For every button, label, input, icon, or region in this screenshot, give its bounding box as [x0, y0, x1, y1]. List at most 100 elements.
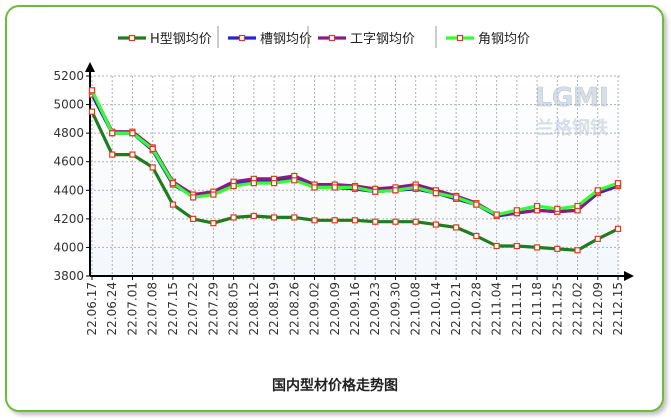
x-tick-label: 22.06.24: [105, 282, 119, 335]
grid: [90, 75, 620, 276]
data-point: [270, 180, 278, 187]
legend-label: 工字钢均价: [350, 32, 415, 47]
data-point: [331, 217, 338, 224]
data-point: [230, 214, 237, 221]
x-tick-label: 22.08.26: [287, 282, 301, 335]
data-point: [372, 188, 379, 195]
x-tick-label: 22.09.09: [328, 282, 342, 335]
data-point: [533, 202, 541, 210]
x-tick-label: 22.10.08: [409, 282, 423, 335]
data-point: [372, 218, 379, 225]
data-point: [250, 212, 257, 220]
data-point: [513, 207, 520, 214]
data-point: [392, 218, 399, 225]
data-point: [88, 108, 96, 115]
data-point: [594, 235, 601, 242]
x-tick-label: 22.08.19: [267, 282, 281, 335]
data-point: [270, 214, 278, 221]
data-point: [331, 184, 338, 191]
watermark-text: 兰格钢铁: [536, 117, 608, 139]
y-tick-label: 5200: [53, 69, 84, 83]
x-tick-label: 22.07.15: [166, 282, 180, 335]
x-tick-label: 22.11.04: [490, 282, 504, 335]
legend-swatch-marker: [238, 34, 246, 42]
data-point: [311, 217, 318, 224]
data-point: [392, 187, 399, 194]
series-1: [88, 108, 622, 254]
data-point: [554, 245, 561, 252]
data-point: [230, 182, 237, 190]
data-point: [250, 180, 257, 187]
data-point: [311, 184, 318, 191]
data-point: [493, 211, 500, 218]
x-tick-label: 22.10.21: [449, 282, 463, 335]
x-tick-label: 22.11.18: [530, 282, 544, 335]
chart-title: 国内型材价格走势图: [272, 377, 398, 394]
x-tick-label: 22.11.11: [510, 282, 524, 335]
data-point: [453, 194, 460, 201]
x-tick-label: 22.09.16: [348, 282, 362, 335]
data-point: [149, 145, 156, 152]
x-tick-label: 22.07.08: [146, 282, 160, 335]
y-tick-label: 4600: [53, 155, 84, 169]
x-tick-label: 22.12.02: [571, 282, 585, 335]
data-point: [493, 242, 500, 250]
y-tick-label: 4800: [53, 126, 84, 140]
y-tick-label: 4200: [53, 212, 84, 226]
x-tick-label: 22.09.02: [308, 282, 322, 335]
x-tick-label: 22.09.23: [368, 282, 382, 335]
data-point: [533, 244, 541, 251]
data-point: [109, 130, 116, 137]
x-tick-label: 22.10.28: [469, 282, 483, 335]
data-point: [614, 225, 622, 232]
legend-label: H型钢均价: [150, 32, 212, 47]
data-point: [129, 130, 136, 137]
watermark-logo: LGMI: [535, 83, 608, 113]
data-point: [351, 217, 359, 224]
x-tick-label: 22.07.01: [125, 282, 139, 335]
series-layer: [88, 87, 622, 254]
data-point: [291, 177, 298, 184]
x-ticks: 22.06.17 22.06.24 22.07.01 22.07.08 22.07.15…: [85, 276, 625, 335]
data-point: [351, 184, 359, 191]
data-point: [88, 87, 96, 94]
x-tick-label: 22.12.09: [591, 282, 605, 335]
data-point: [190, 215, 197, 222]
data-point: [594, 187, 601, 194]
x-tick-label: 22.10.14: [429, 282, 443, 335]
data-point: [554, 205, 561, 212]
data-point: [574, 247, 581, 254]
data-point: [169, 180, 177, 187]
data-point: [149, 164, 156, 171]
data-point: [190, 194, 197, 201]
data-point: [210, 220, 217, 227]
legend-swatch-marker: [456, 34, 464, 42]
data-point: [291, 214, 298, 221]
data-point: [453, 224, 460, 231]
legend-swatch-marker: [328, 34, 336, 42]
legend-label: 角钢均价: [478, 32, 530, 47]
data-point: [513, 242, 520, 250]
data-point: [574, 202, 581, 210]
data-point: [169, 201, 177, 208]
data-point: [412, 218, 419, 225]
y-tick-label: 5000: [53, 98, 84, 112]
watermark: LGMI 兰格钢铁: [535, 83, 609, 139]
legend-swatch-marker: [128, 34, 136, 42]
x-tick-label: 22.11.25: [550, 282, 564, 335]
data-point: [473, 232, 480, 240]
legend-label: 槽钢均价: [260, 32, 312, 47]
x-tick-label: 22.07.22: [186, 282, 200, 335]
legend: H型钢均价 槽钢均价 工字钢均价 角钢均价: [118, 26, 530, 48]
x-tick-label: 22.06.17: [85, 282, 99, 335]
y-tick-label: 3800: [53, 269, 84, 283]
x-tick-label: 22.08.05: [227, 282, 241, 335]
y-tick-label: 4400: [53, 183, 84, 197]
data-point: [109, 151, 116, 158]
data-point: [432, 190, 440, 197]
data-point: [432, 221, 440, 228]
data-point: [614, 180, 622, 187]
data-point: [129, 151, 136, 158]
x-tick-label: 22.09.30: [388, 282, 402, 335]
